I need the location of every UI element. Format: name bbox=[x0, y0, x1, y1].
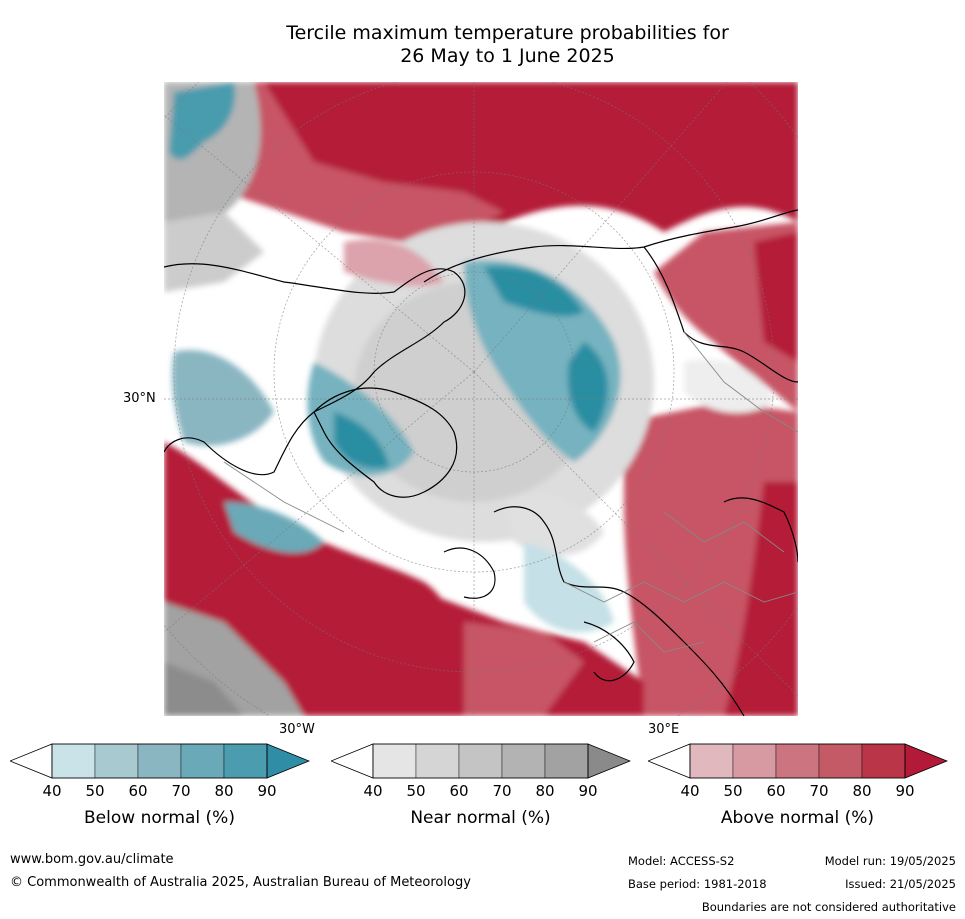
below-normal-arrow-high bbox=[266, 743, 311, 779]
below-normal-tick-60: 60 bbox=[128, 782, 148, 800]
below-normal-colorbar bbox=[8, 743, 311, 783]
base-period-text: Base period: 1981-2018 bbox=[628, 877, 767, 891]
below-normal-swatch-60 bbox=[137, 743, 182, 779]
below-normal-colorbar-svg bbox=[8, 743, 311, 779]
above-normal-tick-90: 90 bbox=[895, 782, 915, 800]
near-normal-tick-70: 70 bbox=[492, 782, 512, 800]
below-normal-arrow-low bbox=[8, 743, 53, 779]
near-normal-colorbar-svg bbox=[329, 743, 632, 779]
near-normal-colorbar bbox=[329, 743, 632, 783]
near-normal-swatch-70 bbox=[501, 743, 546, 779]
near-normal-swatch-50 bbox=[415, 743, 460, 779]
title-line-2: 26 May to 1 June 2025 bbox=[400, 45, 615, 67]
above-normal-label: Above normal (%) bbox=[720, 808, 875, 828]
near-normal-swatch-60 bbox=[458, 743, 503, 779]
near-normal-tick-80: 80 bbox=[535, 782, 555, 800]
coastline-europe bbox=[493, 506, 745, 716]
above-normal-tick-40: 40 bbox=[680, 782, 700, 800]
above-normal-tick-60: 60 bbox=[766, 782, 786, 800]
above-normal-colorbar-svg bbox=[646, 743, 949, 779]
near-normal-swatch-40 bbox=[372, 743, 417, 779]
above-normal-colorbar bbox=[646, 743, 949, 783]
near-normal-tick-40: 40 bbox=[363, 782, 383, 800]
below-normal-tick-80: 80 bbox=[214, 782, 234, 800]
below-normal-tick-40: 40 bbox=[42, 782, 62, 800]
below-normal-swatch-80 bbox=[223, 743, 268, 779]
near-normal-swatch-80 bbox=[544, 743, 589, 779]
near-normal-arrow-low bbox=[329, 743, 374, 779]
below-normal-swatch-40 bbox=[51, 743, 96, 779]
disclaimer-text: Boundaries are not considered authoritat… bbox=[701, 900, 956, 914]
coastline-eurasia bbox=[423, 209, 798, 283]
model-text: Model: ACCESS-S2 bbox=[628, 854, 735, 868]
above-normal-swatch-50 bbox=[732, 743, 777, 779]
issued-text: Issued: 21/05/2025 bbox=[845, 877, 956, 891]
near-normal-tick-60: 60 bbox=[449, 782, 469, 800]
lon-label-30w: 30°W bbox=[279, 722, 315, 737]
below-normal-tick-50: 50 bbox=[85, 782, 105, 800]
near-normal-label: Near normal (%) bbox=[410, 808, 551, 828]
below-normal-swatch-70 bbox=[180, 743, 225, 779]
near-normal-arrow-high bbox=[587, 743, 632, 779]
near-normal-tick-90: 90 bbox=[578, 782, 598, 800]
above-normal-tick-80: 80 bbox=[852, 782, 872, 800]
above-normal-arrow-low bbox=[646, 743, 691, 779]
above-normal-arrow-high bbox=[904, 743, 949, 779]
lon-label-30e: 30°E bbox=[648, 722, 680, 737]
copyright-text: © Commonwealth of Australia 2025, Austra… bbox=[10, 875, 471, 890]
above-normal-tick-50: 50 bbox=[723, 782, 743, 800]
above-normal-tick-70: 70 bbox=[809, 782, 829, 800]
lat-label-30n: 30°N bbox=[123, 391, 156, 406]
title-line-1: Tercile maximum temperature probabilitie… bbox=[286, 22, 729, 44]
below-normal-label: Below normal (%) bbox=[84, 808, 235, 828]
website-link[interactable]: www.bom.gov.au/climate bbox=[10, 852, 174, 867]
map-svg bbox=[164, 82, 798, 716]
below-region-northwest bbox=[169, 82, 235, 160]
near-normal-tick-50: 50 bbox=[406, 782, 426, 800]
above-normal-swatch-80 bbox=[861, 743, 906, 779]
above-normal-swatch-60 bbox=[775, 743, 820, 779]
polar-map bbox=[164, 82, 798, 716]
model-run-text: Model run: 19/05/2025 bbox=[824, 854, 956, 868]
above-normal-swatch-70 bbox=[818, 743, 863, 779]
below-normal-tick-70: 70 bbox=[171, 782, 191, 800]
coastline-north-america bbox=[164, 263, 466, 476]
coastline-greenland bbox=[313, 387, 458, 498]
below-normal-tick-90: 90 bbox=[257, 782, 277, 800]
below-normal-swatch-50 bbox=[94, 743, 139, 779]
map-title: Tercile maximum temperature probabilitie… bbox=[0, 22, 965, 68]
above-normal-swatch-40 bbox=[689, 743, 734, 779]
